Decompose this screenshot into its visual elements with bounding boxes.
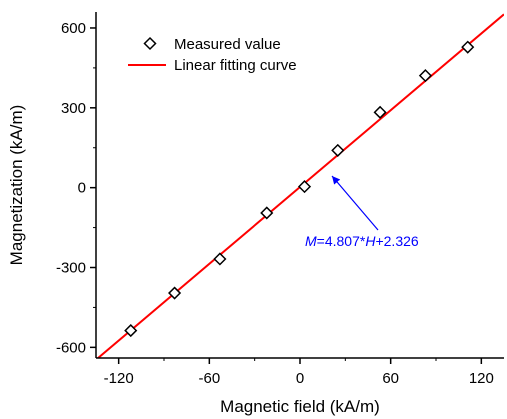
- y-tick-label: 600: [61, 20, 86, 37]
- data-point: [418, 69, 432, 83]
- x-tick-label: 60: [382, 370, 399, 387]
- equation-annotation: M=4.807*H+2.326: [305, 175, 419, 249]
- annotation-arrow: [331, 175, 379, 231]
- legend: Measured value Linear fitting curve: [128, 36, 297, 74]
- x-tick-label: 0: [296, 370, 304, 387]
- x-tick-label: 120: [469, 370, 494, 387]
- legend-label-fit: Linear fitting curve: [174, 57, 297, 74]
- data-point: [168, 286, 182, 300]
- data-point: [213, 252, 227, 266]
- y-axis-label: Magnetization (kA/m): [7, 105, 26, 266]
- data-point: [373, 105, 387, 119]
- x-tick-label: -120: [104, 370, 134, 387]
- equation-label: M=4.807*H+2.326: [305, 233, 419, 249]
- y-tick-label: -300: [56, 260, 86, 277]
- legend-label-measured: Measured value: [174, 36, 281, 53]
- data-layer: [96, 13, 504, 358]
- data-point: [260, 206, 274, 220]
- y-tick-label: 300: [61, 100, 86, 117]
- data-point: [124, 324, 138, 338]
- data-point: [297, 180, 312, 194]
- data-point: [461, 40, 475, 54]
- legend-marker-measured: [143, 36, 157, 51]
- data-point: [331, 143, 345, 157]
- x-tick-label: -60: [198, 370, 220, 387]
- y-tick-label: -600: [56, 339, 86, 356]
- x-axis-label: Magnetic field (kA/m): [220, 397, 380, 416]
- y-tick-label: 0: [78, 180, 86, 197]
